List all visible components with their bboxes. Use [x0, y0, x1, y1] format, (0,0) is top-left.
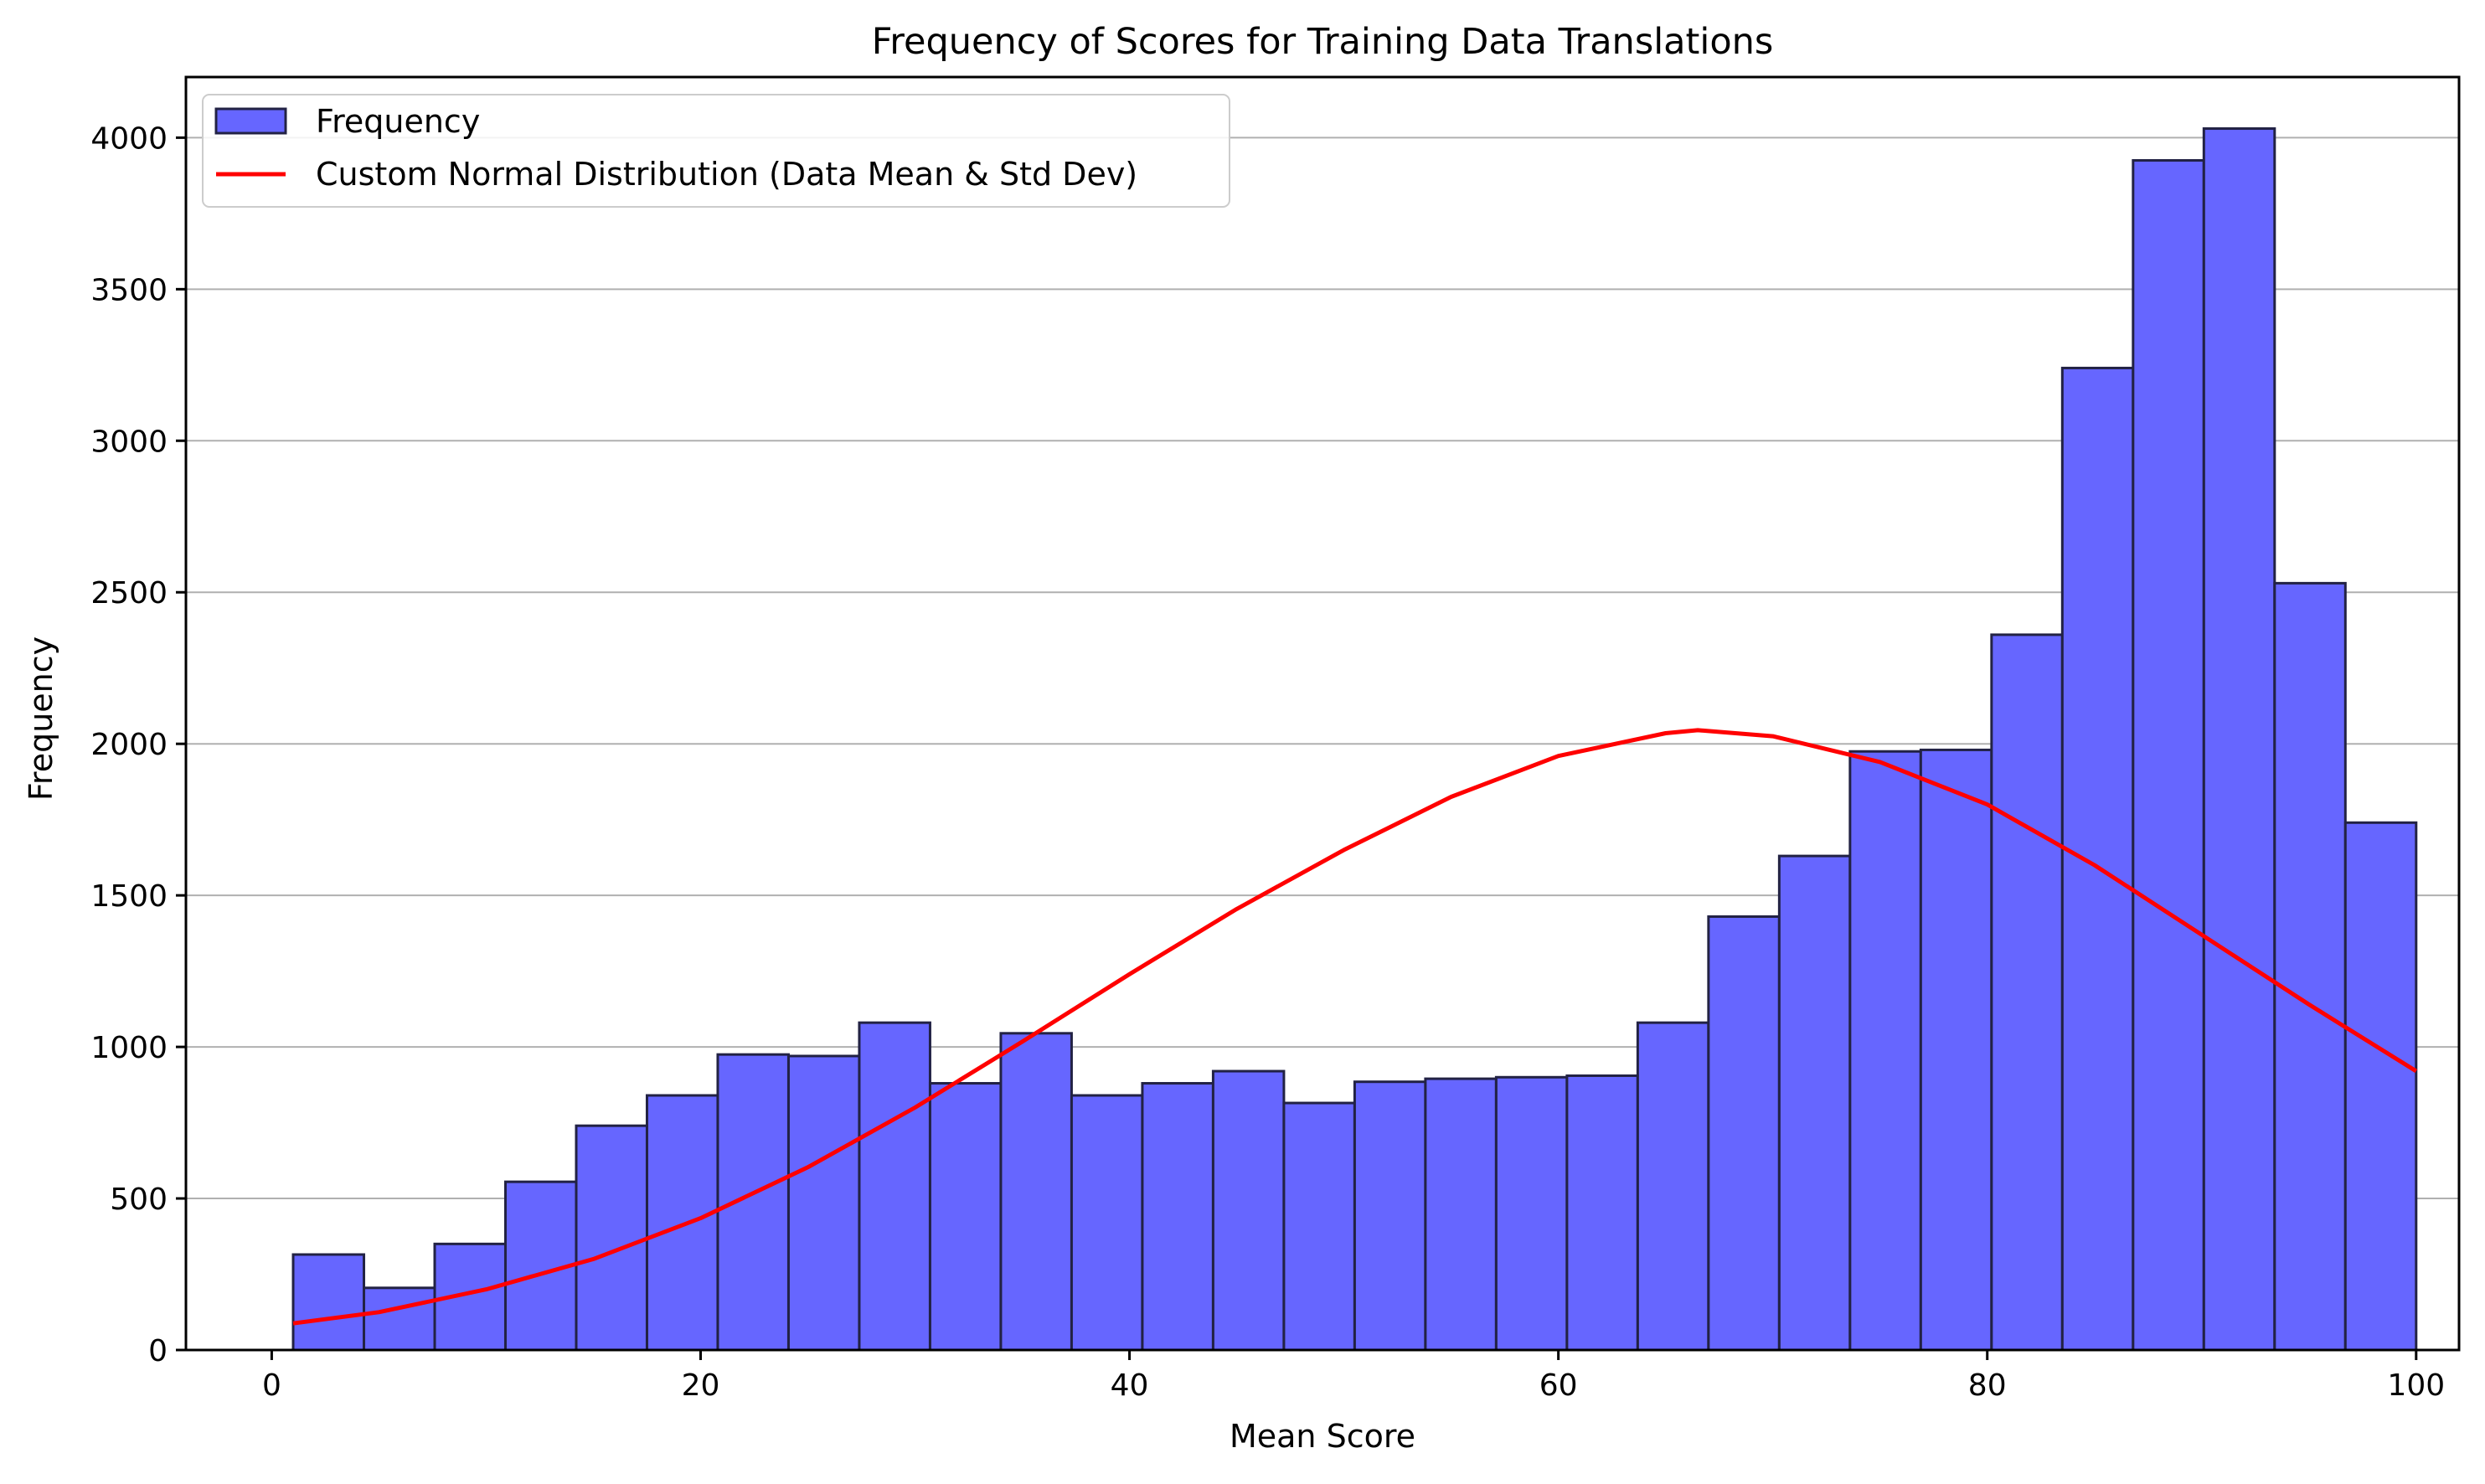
plot-frame — [184, 75, 2461, 1352]
y-tick-label: 3500 — [90, 273, 168, 307]
x-tick-label: 60 — [1539, 1368, 1578, 1403]
histogram-bar — [575, 1124, 648, 1352]
legend-label-normal-curve: Custom Normal Distribution (Data Mean & … — [316, 156, 1137, 193]
histogram-bar — [1282, 1101, 1356, 1352]
histogram-bar — [999, 1032, 1073, 1352]
histogram-bar — [858, 1021, 931, 1352]
y-axis-label: Frequency — [23, 636, 59, 801]
y-tick-label: 1000 — [90, 1031, 168, 1065]
y-tick-label: 500 — [110, 1183, 168, 1217]
histogram-bar — [1707, 915, 1781, 1352]
histogram-bar — [1848, 750, 1922, 1352]
histogram-bar — [1424, 1077, 1498, 1352]
y-tick-label: 3000 — [90, 425, 168, 459]
normal-curve — [292, 728, 2418, 1326]
histogram-bar — [1353, 1080, 1427, 1352]
y-tick-label: 2000 — [90, 728, 168, 762]
histogram-bar — [2060, 366, 2135, 1352]
gridlines — [186, 137, 2459, 1200]
histogram-bar — [1565, 1074, 1639, 1352]
histogram-bar — [716, 1053, 790, 1352]
histogram-bar — [1494, 1075, 1569, 1352]
histogram-bar — [1211, 1069, 1286, 1352]
legend-frame — [202, 94, 1230, 208]
x-tick-label: 20 — [682, 1368, 720, 1403]
x-axis-label: Mean Score — [1230, 1418, 1415, 1455]
y-tick-label: 0 — [148, 1334, 168, 1368]
y-tick-label: 1500 — [90, 879, 168, 914]
histogram-bar — [1141, 1082, 1214, 1352]
histogram-bar — [1777, 854, 1852, 1352]
histogram-bar — [1636, 1021, 1710, 1352]
histogram-bar — [1990, 633, 2064, 1352]
histogram-bar — [928, 1082, 1003, 1352]
histogram-bar — [291, 1253, 366, 1352]
x-tick-label: 40 — [1111, 1368, 1149, 1403]
x-tick-label: 80 — [1968, 1368, 2007, 1403]
legend-label-frequency: Frequency — [316, 103, 480, 140]
histogram-bars — [291, 127, 2418, 1352]
x-tick-label: 100 — [2387, 1368, 2445, 1403]
axes — [176, 75, 2461, 1360]
histogram-bar — [645, 1094, 719, 1352]
histogram-bar — [2202, 127, 2276, 1352]
histogram-bar — [786, 1054, 861, 1352]
histogram-bar — [2273, 581, 2347, 1352]
histogram-bar — [363, 1286, 436, 1352]
legend-swatch-frequency — [214, 107, 287, 135]
y-tick-label: 2500 — [90, 576, 168, 611]
legend: Frequency Custom Normal Distribution (Da… — [202, 94, 1230, 208]
y-tick-label: 4000 — [90, 121, 168, 156]
x-tick-label: 0 — [262, 1368, 281, 1403]
histogram-bar — [2132, 159, 2205, 1352]
chart-title: Frequency of Scores for Training Data Tr… — [872, 21, 1774, 63]
histogram-bar — [2343, 821, 2418, 1352]
normal-curve-line — [292, 728, 2418, 1326]
histogram-bar — [1070, 1094, 1144, 1352]
tick-labels: 0 20 40 60 80 1000500100015002000250030003500… — [90, 121, 2445, 1403]
histogram-bar — [1919, 748, 1993, 1352]
